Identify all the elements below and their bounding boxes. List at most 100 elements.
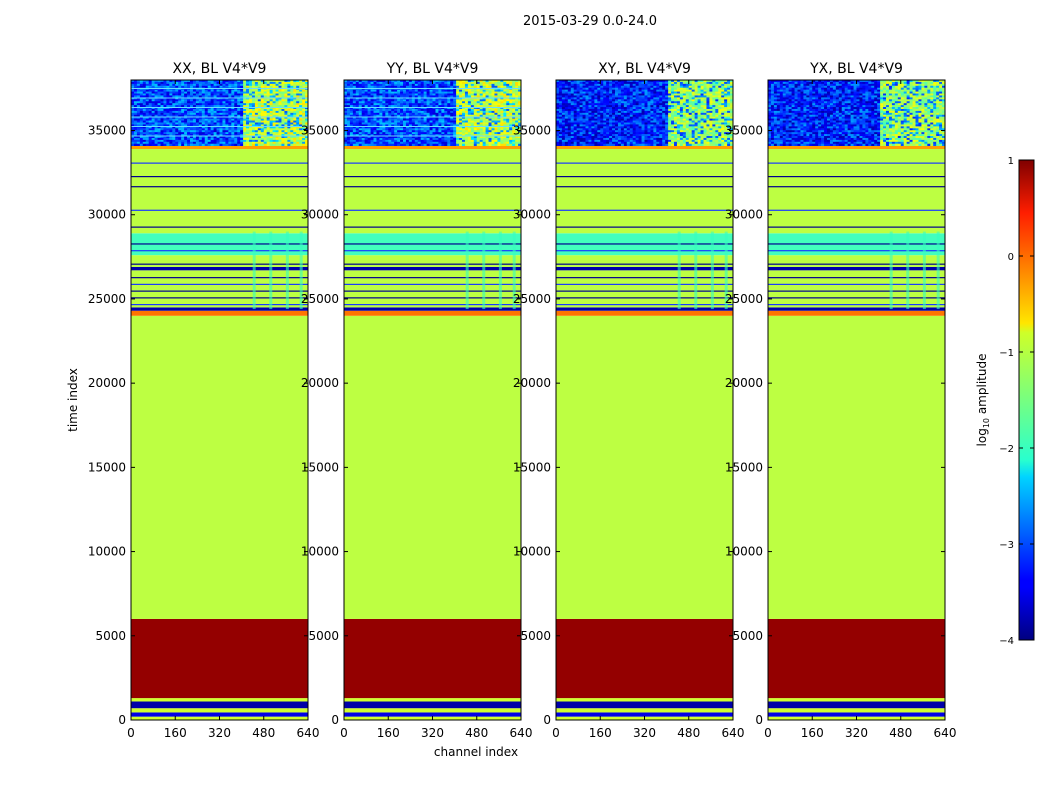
noise-cell	[157, 134, 161, 137]
noise-cell	[136, 95, 141, 98]
noise-cell	[512, 97, 516, 100]
noise-cell	[674, 80, 678, 83]
noise-cell	[287, 95, 291, 98]
noise-cell	[629, 83, 633, 87]
noise-cell	[456, 134, 460, 137]
noise-cell	[500, 124, 504, 127]
noise-cell	[718, 93, 722, 96]
noise-cell	[594, 101, 598, 104]
noise-cell	[400, 116, 404, 119]
noise-cell	[364, 120, 368, 123]
noise-cell	[269, 126, 273, 129]
noise-cell	[665, 80, 669, 83]
noise-cell	[659, 87, 663, 90]
noise-cell	[296, 95, 300, 98]
noise-cell	[251, 122, 256, 125]
noise-cell	[190, 114, 194, 118]
noise-cell	[414, 116, 419, 119]
noise-cell	[479, 143, 483, 146]
band	[556, 149, 733, 234]
noise-cell	[473, 118, 478, 121]
noise-cell	[420, 81, 424, 85]
noise-cell	[278, 112, 282, 116]
noise-cell	[219, 137, 223, 141]
noise-cell	[184, 120, 188, 123]
noise-cell	[668, 80, 672, 83]
noise-cell	[213, 95, 217, 98]
noise-cell	[594, 93, 598, 96]
noise-cell	[287, 105, 291, 108]
noise-cell	[190, 95, 194, 98]
noise-cell	[494, 93, 498, 96]
noise-cell	[166, 116, 170, 119]
noise-cell	[163, 95, 167, 98]
noise-cell	[184, 124, 188, 127]
noise-cell	[172, 122, 176, 125]
noise-cell	[417, 128, 421, 131]
noise-cell	[706, 80, 710, 83]
noise-cell	[269, 107, 273, 110]
noise-cell	[145, 110, 149, 114]
noise-cell	[142, 93, 147, 96]
noise-cell	[506, 83, 510, 87]
noise-cell	[251, 80, 256, 83]
noise-cell	[506, 107, 510, 110]
noise-cell	[697, 87, 701, 90]
noise-cell	[685, 97, 690, 100]
noise-cell	[597, 89, 601, 92]
noise-cell	[503, 107, 507, 110]
noise-cell	[444, 81, 448, 85]
noise-cell	[679, 85, 684, 89]
noise-cell	[148, 130, 152, 133]
noise-cell	[561, 101, 566, 104]
noise-cell	[638, 95, 642, 98]
noise-cell	[420, 130, 424, 133]
noise-cell	[459, 91, 463, 94]
noise-cell	[284, 128, 288, 131]
noise-cell	[426, 128, 430, 131]
noise-cell	[506, 99, 510, 102]
band	[344, 266, 521, 271]
noise-cell	[417, 85, 421, 89]
noise-cell	[157, 122, 161, 125]
noise-cell	[679, 87, 684, 90]
noise-cell	[385, 143, 389, 146]
noise-cell	[429, 97, 433, 100]
noise-cell	[243, 112, 247, 116]
noise-cell	[251, 116, 256, 119]
noise-cell	[617, 89, 622, 92]
noise-cell	[376, 83, 380, 87]
noise-cell	[615, 80, 619, 83]
noise-cell	[133, 143, 138, 146]
noise-cell	[175, 103, 179, 106]
noise-cell	[518, 141, 522, 145]
noise-cell	[515, 99, 519, 102]
noise-cell	[485, 122, 489, 125]
noise-cell	[204, 95, 208, 98]
noise-cell	[456, 107, 460, 110]
noise-cell	[222, 134, 226, 137]
noise-cell	[435, 105, 439, 108]
noise-cell	[441, 116, 445, 119]
noise-cell	[411, 81, 416, 85]
noise-cell	[178, 112, 182, 116]
noise-cell	[284, 126, 288, 129]
noise-cell	[459, 137, 463, 141]
noise-cell	[506, 132, 510, 135]
noise-cell	[585, 95, 589, 98]
noise-cell	[400, 101, 404, 104]
noise-cell	[388, 139, 392, 143]
noise-cell	[479, 114, 483, 118]
noise-cell	[462, 122, 466, 125]
noise-cell	[635, 85, 639, 89]
noise-cell	[420, 93, 424, 96]
noise-cell	[302, 143, 306, 146]
noise-cell	[459, 120, 463, 123]
noise-cell	[467, 128, 472, 131]
noise-cell	[364, 83, 368, 87]
noise-cell	[139, 112, 144, 116]
noise-cell	[131, 128, 135, 131]
noise-cell	[650, 85, 654, 89]
noise-cell	[376, 124, 380, 127]
band	[556, 712, 733, 717]
